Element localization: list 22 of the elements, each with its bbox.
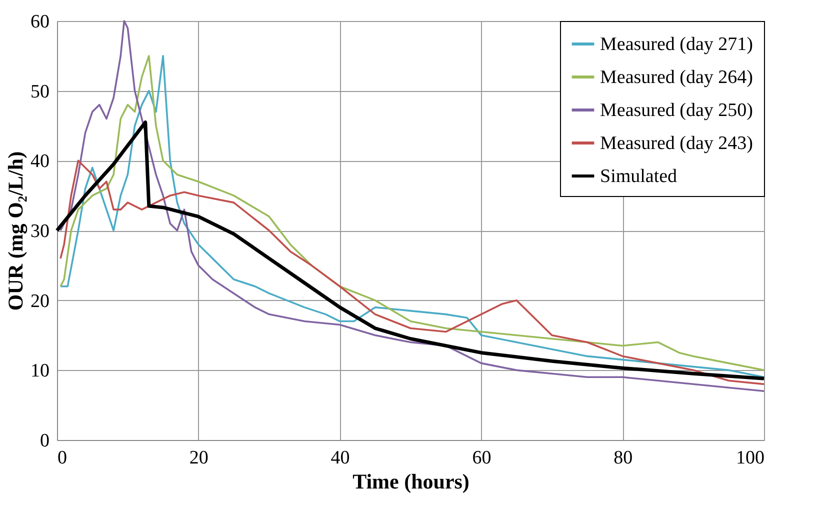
y-tick-label: 0 (40, 430, 50, 452)
y-tick-label: 20 (30, 290, 50, 312)
y-axis-title: OUR (mg O₂/L/h) (4, 151, 28, 311)
x-tick-label: 40 (330, 448, 350, 468)
legend-label: Measured (day 264) (600, 67, 754, 88)
x-tick-label: 60 (472, 448, 492, 468)
y-tick-label: 50 (30, 81, 50, 102)
y-tick-label: 60 (30, 12, 50, 32)
x-tick-label: 0 (58, 448, 67, 468)
legend-label: Measured (day 271) (600, 34, 754, 55)
legend-label: Simulated (600, 166, 678, 187)
x-tick-label: 80 (614, 448, 633, 468)
legend-label: Measured (day 243) (600, 133, 754, 154)
legend-label: Measured (day 250) (600, 100, 754, 121)
line-series (60, 160, 765, 386)
x-tick-label: 20 (189, 448, 208, 468)
y-tick-label: 10 (30, 360, 50, 382)
y-tick-label: 30 (30, 221, 50, 242)
y-tick-label: 40 (30, 151, 50, 172)
line-series (55, 120, 766, 380)
x-tick-label: 100 (736, 448, 764, 468)
x-axis-title: Time (hours) (352, 470, 470, 494)
